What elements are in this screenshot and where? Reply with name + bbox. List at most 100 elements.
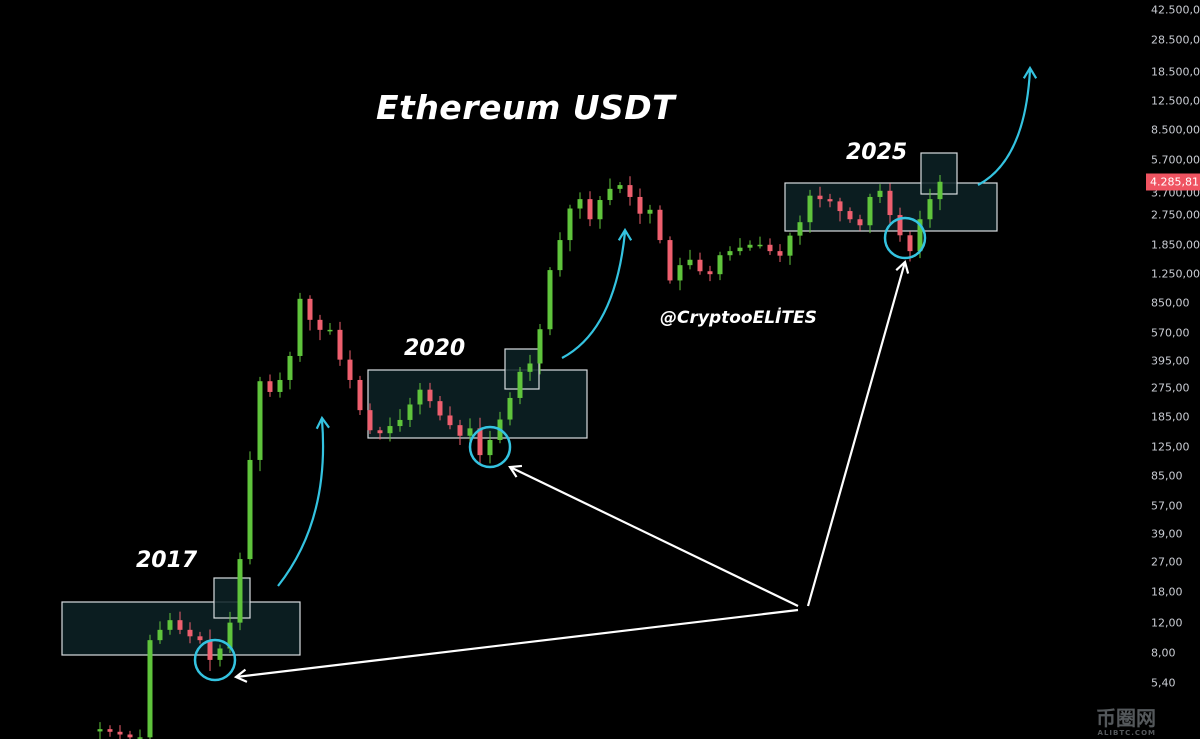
candle-body	[827, 199, 833, 202]
candle-body	[517, 371, 523, 398]
year-label-2020: 2020	[404, 336, 466, 361]
candle-body	[937, 181, 943, 200]
candle-body	[407, 404, 413, 420]
candle-body	[327, 329, 333, 332]
white-arrow-2020	[509, 466, 799, 607]
candle-body	[647, 209, 653, 214]
circle-2017	[193, 638, 237, 682]
y-tick-label: 125,00	[1151, 440, 1190, 454]
y-tick-label: 2.750,00	[1151, 208, 1200, 222]
candle-body	[317, 319, 323, 330]
candle-body	[157, 629, 163, 641]
candle-body	[677, 265, 683, 281]
candle-body	[287, 355, 293, 380]
chart-title: Ethereum USDT	[376, 88, 676, 127]
y-tick-label: 27,00	[1151, 555, 1183, 569]
y-tick-label: 85,00	[1151, 469, 1183, 483]
y-tick-label: 28.500,00	[1151, 33, 1200, 47]
candle-body	[877, 190, 883, 197]
watermark-logo-text: 币圈网	[1096, 706, 1156, 730]
candle-body	[607, 188, 613, 201]
cyan-arrow-2025-head	[1022, 65, 1038, 79]
white-arrow-2025	[806, 261, 907, 607]
candle-body	[267, 381, 273, 392]
candle-body	[727, 251, 733, 256]
candle-body	[237, 559, 243, 623]
circle-2020	[468, 425, 512, 469]
candle-body	[667, 240, 673, 281]
candle-body	[187, 629, 193, 637]
y-tick-label: 12.500,00	[1151, 94, 1200, 108]
cyan-arrow-2020-head	[617, 227, 633, 241]
candle-body	[747, 244, 753, 248]
candle-body	[177, 620, 183, 630]
candle-body	[627, 185, 633, 197]
candle-body	[217, 648, 223, 660]
annotation-zones	[61, 152, 998, 656]
watermark-logo: 币圈网 ALIBTC.COM	[1096, 702, 1156, 737]
watermark-site: ALIBTC.COM	[1097, 729, 1156, 737]
candle-body	[467, 428, 473, 436]
breakout-box-2017	[213, 577, 251, 619]
white-arrow-2017-head	[233, 668, 248, 683]
candle-body	[487, 440, 493, 456]
candle-body	[597, 200, 603, 220]
candle-body	[227, 622, 233, 649]
candle-body	[887, 190, 893, 216]
circle-2025	[883, 216, 927, 260]
candle-body	[697, 259, 703, 272]
candle-body	[387, 426, 393, 434]
candle-body	[347, 359, 353, 380]
candle-body	[687, 259, 693, 266]
candle-body	[127, 734, 133, 738]
y-tick-label: 12,00	[1151, 616, 1183, 630]
candle-body	[737, 247, 743, 252]
y-tick-label: 1.250,00	[1151, 267, 1200, 281]
candle-body	[247, 459, 253, 560]
y-tick-label: 18,00	[1151, 585, 1183, 599]
candle-body	[867, 196, 873, 226]
y-tick-label: 5,40	[1151, 676, 1176, 690]
candle-body	[657, 209, 663, 241]
candle-body	[117, 731, 123, 735]
y-tick-label: 185,00	[1151, 410, 1190, 424]
candle-body	[377, 430, 383, 434]
candle-body	[807, 195, 813, 223]
candle-body	[637, 196, 643, 214]
y-tick-label: 18.500,00	[1151, 65, 1200, 79]
candle-body	[447, 415, 453, 426]
candle-body	[577, 199, 583, 209]
candles	[97, 174, 943, 739]
candle-body	[537, 329, 543, 364]
candle-body	[297, 298, 303, 356]
y-tick-label: 570,00	[1151, 326, 1190, 340]
y-tick-label: 39,00	[1151, 527, 1183, 541]
y-tick-label: 57,00	[1151, 499, 1183, 513]
candle-body	[137, 737, 143, 739]
candle-body	[437, 401, 443, 416]
candle-body	[817, 195, 823, 200]
candle-body	[207, 640, 213, 660]
candle-body	[917, 219, 923, 252]
candle-body	[167, 620, 173, 630]
candle-body	[397, 419, 403, 427]
candle-body	[837, 201, 843, 212]
y-tick-label: 1.850,00	[1151, 238, 1200, 252]
zone-2020	[367, 369, 588, 439]
candle-body	[777, 251, 783, 256]
candle-body	[147, 640, 153, 738]
candle-body	[307, 298, 313, 320]
cyan-arrow-2017	[277, 419, 325, 587]
candle-body	[717, 255, 723, 275]
candle-body	[367, 410, 373, 431]
candle-body	[567, 208, 573, 241]
candle-body	[197, 636, 203, 641]
candle-body	[337, 329, 343, 360]
candle-body	[97, 729, 103, 732]
candle-body	[257, 381, 263, 460]
candle-body	[797, 222, 803, 236]
white-arrow-2020-head	[508, 464, 523, 478]
cyan-arrow-2025	[977, 69, 1032, 186]
candle-body	[417, 389, 423, 405]
